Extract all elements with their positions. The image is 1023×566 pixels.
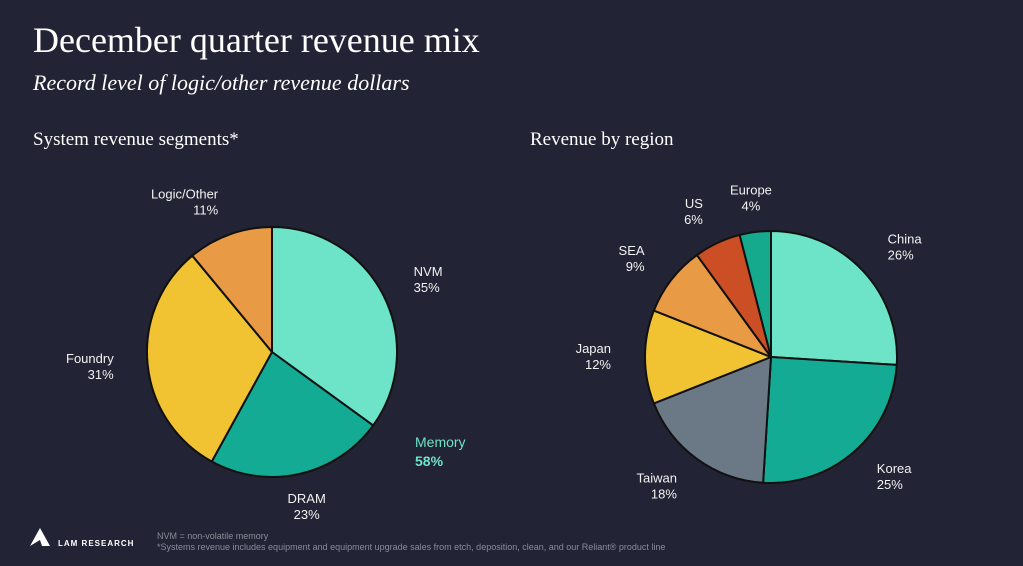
slice-value-label: 31% xyxy=(88,367,114,382)
slice-label: Japan xyxy=(576,341,611,356)
pie-slice xyxy=(644,309,772,405)
slice-label: Taiwan xyxy=(636,470,676,485)
slice-label: US xyxy=(685,196,703,211)
pie-slice xyxy=(146,254,273,463)
slice-value-label: 25% xyxy=(877,477,903,492)
annotation-value: 58% xyxy=(415,453,444,469)
pie-slice xyxy=(762,356,898,484)
slice-label: SEA xyxy=(619,243,645,258)
slice-value-label: 26% xyxy=(888,247,914,262)
chart-title: Revenue by region xyxy=(530,129,674,150)
slice-value-label: 4% xyxy=(742,198,761,213)
slide-subtitle: Record level of logic/other revenue doll… xyxy=(32,70,410,95)
pie-slice xyxy=(271,226,398,427)
slice-label: Korea xyxy=(877,461,912,476)
pie-slice xyxy=(738,230,772,358)
pie-slice xyxy=(770,230,898,366)
pie-slice xyxy=(652,356,772,484)
logo-icon xyxy=(30,528,50,546)
slice-value-label: 11% xyxy=(193,202,218,217)
slice-value-label: 6% xyxy=(684,212,703,227)
logo-text: LAM RESEARCH xyxy=(58,539,134,548)
chart-title: System revenue segments* xyxy=(33,129,239,150)
annotation-label: Memory xyxy=(415,434,466,450)
slice-label: Logic/Other xyxy=(151,186,219,201)
slice-label: China xyxy=(888,231,923,246)
slice-value-label: 12% xyxy=(585,357,611,372)
slice-label: Europe xyxy=(730,182,772,197)
pie-slice xyxy=(191,226,273,353)
pie-slice xyxy=(210,351,375,478)
slice-label: Foundry xyxy=(66,351,114,366)
slice-value-label: 18% xyxy=(651,486,677,501)
slide-title: December quarter revenue mix xyxy=(33,20,480,60)
footnote: NVM = non-volatile memory xyxy=(157,531,269,541)
slice-label: NVM xyxy=(414,264,443,279)
slice-label: DRAM xyxy=(288,491,326,506)
slice-value-label: 23% xyxy=(294,507,320,522)
slice-value-label: 35% xyxy=(414,280,440,295)
footnote: *Systems revenue includes equipment and … xyxy=(157,542,665,552)
slice-value-label: 9% xyxy=(626,259,645,274)
